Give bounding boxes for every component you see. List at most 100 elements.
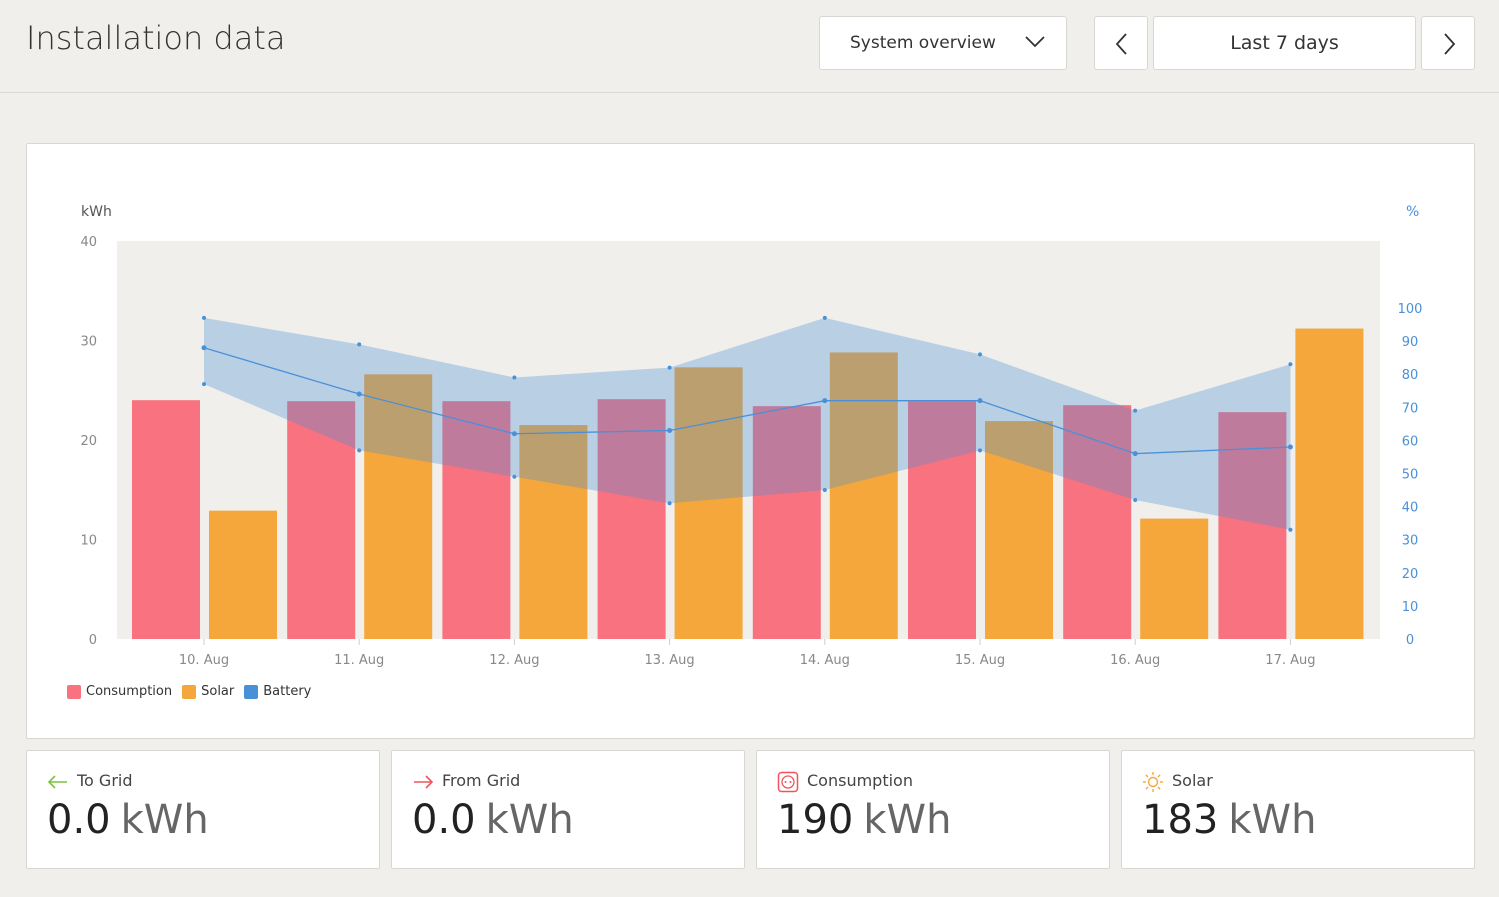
solar-bar (364, 374, 433, 639)
view-select-label: System overview (850, 33, 996, 53)
legend-battery[interactable]: Battery (244, 684, 311, 699)
right-axis-tick-label: 0 (1406, 633, 1414, 648)
stat-title: Consumption (807, 771, 913, 790)
battery-min-point (1288, 527, 1293, 532)
next-period-button[interactable] (1421, 16, 1475, 70)
battery-max-point (822, 315, 827, 320)
solar-bar (209, 510, 277, 639)
page-title: Installation data (26, 19, 286, 57)
legend-consumption[interactable]: Consumption (67, 684, 172, 699)
legend-label: Solar (201, 684, 235, 699)
battery-max-point (1133, 408, 1138, 413)
previous-period-button[interactable] (1094, 16, 1148, 70)
arrow-right-icon (414, 775, 434, 789)
stat-title: To Grid (77, 771, 133, 790)
chart-card: 0 10 20 30 40 0 10 20 30 40 50 60 70 80 90 100 10. Aug 11… (26, 143, 1475, 739)
right-axis-tick-label: 50 (1402, 468, 1419, 483)
left-axis-label: kWh (81, 204, 112, 220)
x-axis-tick-label: 14. Aug (800, 653, 850, 668)
consumption-bar (752, 406, 821, 639)
stat-card-to-grid: To Grid 0.0 kWh (26, 750, 380, 869)
stat-value: 190 kWh (777, 797, 952, 843)
battery-average-point (356, 391, 362, 397)
stat-card-solar: Solar 183 kWh (1121, 750, 1475, 869)
consumption-bar (597, 399, 666, 639)
energy-chart: 0 10 20 30 40 0 10 20 30 40 50 60 70 80 90 100 10. Aug 11… (80, 204, 1423, 668)
battery-max-point (978, 352, 982, 357)
battery-min-point (978, 448, 982, 453)
battery-min-point (822, 488, 827, 493)
legend-label: Battery (263, 684, 312, 699)
stat-value: 0.0 kWh (47, 797, 209, 843)
legend-swatch (67, 684, 81, 699)
battery-average-point (1287, 444, 1293, 450)
right-axis-tick-label: 60 (1402, 434, 1419, 449)
consumption-bar (1063, 405, 1132, 639)
battery-min-point (202, 382, 206, 387)
chevron-down-icon (1025, 36, 1045, 48)
left-axis-tick-label: 30 (80, 335, 97, 350)
battery-max-point (512, 375, 517, 380)
x-axis-tick-label: 12. Aug (489, 653, 539, 668)
view-select[interactable]: System overview (819, 16, 1067, 70)
stat-card-consumption: Consumption 190 kWh (756, 750, 1110, 869)
solar-bar (1140, 518, 1209, 639)
right-axis-tick-label: 90 (1402, 335, 1419, 350)
left-axis-tick-label: 40 (80, 235, 97, 250)
battery-average-point (977, 398, 983, 404)
left-axis-tick-label: 20 (80, 434, 97, 449)
battery-range-band (204, 317, 1291, 530)
legend-swatch (182, 684, 197, 699)
solar-bar (985, 421, 1053, 639)
right-axis-tick-label: 20 (1402, 567, 1419, 582)
right-axis-tick-label: 30 (1402, 534, 1419, 549)
left-axis-tick-label: 10 (80, 534, 97, 549)
battery-min-point (512, 474, 517, 479)
date-range-selector[interactable]: Last 7 days (1153, 16, 1416, 70)
consumption-bar (287, 401, 356, 639)
battery-average-point (1132, 451, 1138, 457)
solar-bar (519, 425, 588, 639)
chevron-left-icon (1115, 33, 1127, 55)
battery-max-point (1288, 362, 1293, 367)
legend-label: Consumption (86, 684, 173, 699)
stat-title: From Grid (442, 771, 521, 790)
right-axis-tick-label: 10 (1402, 600, 1419, 615)
battery-average-line (203, 347, 1291, 455)
battery-average-point (201, 345, 207, 351)
right-axis-tick-label: 80 (1402, 368, 1419, 383)
stat-title: Solar (1172, 771, 1213, 790)
battery-average-point (822, 398, 828, 404)
battery-average-point (667, 427, 673, 433)
chevron-right-icon (1444, 33, 1456, 55)
x-axis-tick-label: 15. Aug (955, 653, 1005, 668)
legend-swatch (244, 684, 259, 699)
x-axis-tick-label: 10. Aug (179, 653, 229, 668)
battery-min-point (357, 448, 362, 453)
sun-icon (1143, 772, 1163, 792)
socket-icon (777, 771, 799, 793)
battery-min-point (667, 501, 672, 506)
x-axis-tick-label: 17. Aug (1265, 653, 1315, 668)
consumption-bar (132, 400, 200, 639)
stat-value: 183 kWh (1142, 797, 1317, 843)
right-axis-tick-label: 40 (1402, 501, 1419, 516)
solar-bar (1295, 328, 1364, 639)
battery-average-point (511, 431, 517, 437)
x-axis-tick-label: 11. Aug (334, 653, 384, 668)
battery-max-point (202, 315, 206, 320)
x-axis-tick-label: 16. Aug (1110, 653, 1160, 668)
right-axis-tick-label: 100 (1398, 302, 1423, 317)
solar-bar (674, 367, 743, 639)
x-axis-tick-label: 13. Aug (644, 653, 694, 668)
arrow-left-icon (47, 775, 67, 789)
chart-legend: Consumption Solar Battery (67, 684, 311, 699)
battery-min-point (1133, 497, 1138, 502)
right-axis-tick-label: 70 (1402, 401, 1419, 416)
battery-max-point (667, 365, 672, 370)
legend-solar[interactable]: Solar (182, 684, 234, 699)
header-bar: Installation data System overview Last 7… (0, 0, 1499, 93)
consumption-bar (442, 401, 511, 639)
right-axis-label: % (1406, 204, 1419, 220)
stat-card-from-grid: From Grid 0.0 kWh (391, 750, 745, 869)
